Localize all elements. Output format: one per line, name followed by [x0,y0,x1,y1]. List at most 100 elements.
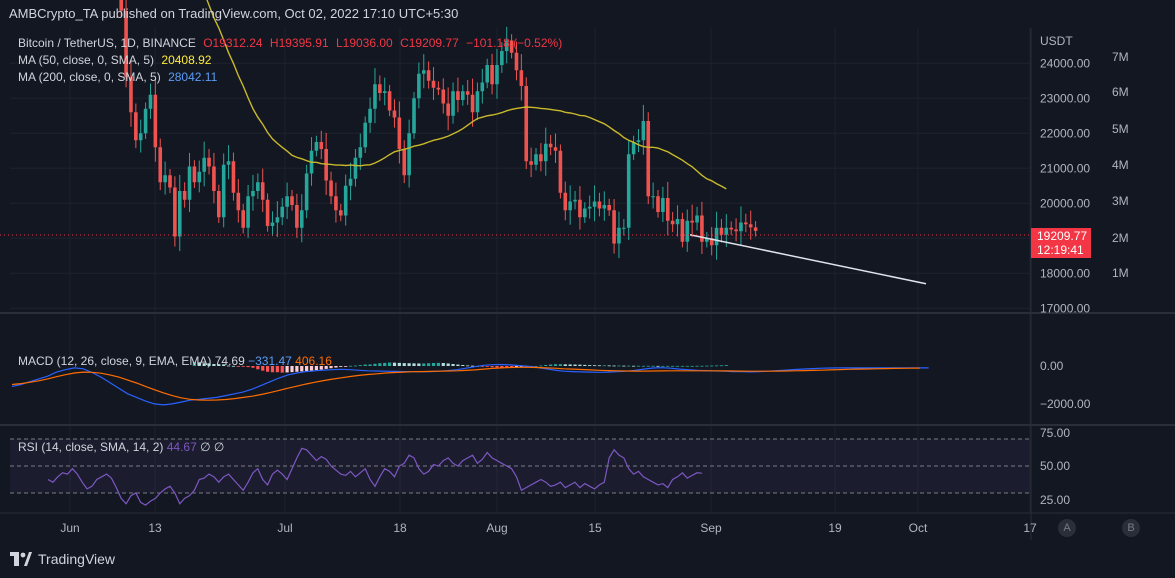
candle [348,162,353,201]
candle [568,185,572,225]
candle [636,129,641,153]
candle-body [290,196,294,205]
macd-hist-bar [705,365,709,367]
macd-hist-bar [295,366,299,372]
candle [583,202,587,223]
x-tick-5: 15 [588,521,602,535]
candle-body [392,110,397,118]
candle-body [270,222,275,226]
candle-body [158,147,163,183]
candle [705,231,709,248]
candle-body [651,196,655,198]
macd-legend[interactable]: MACD (12, 26, close, 9, EMA, EMA) 74.69 … [18,354,332,368]
candle [246,185,250,238]
candle-body [578,199,582,218]
ma50-legend[interactable]: MA (50, close, 0, SMA, 5) 20408.92 [18,53,215,67]
candle [382,77,387,106]
candle-body [509,40,514,53]
candle-body [529,161,533,165]
macd-hist-bar [383,362,387,366]
macd-hist-bar [241,366,245,367]
candle-body [446,103,450,116]
candle-body [543,143,548,162]
candle-body [573,199,577,202]
ma200-legend[interactable]: MA (200, close, 0, SMA, 5) 28042.11 [18,70,221,84]
macd-hist-bar [558,364,562,366]
macd-hist-bar [700,365,704,367]
macd-hist-bar [685,365,689,367]
macd-line-value: −331.47 [248,354,292,368]
rsi-label: RSI (14, close, SMA, 14, 2) [18,440,164,454]
macd-hist-bar [334,366,338,368]
candle-body [705,238,709,242]
candle-body [456,91,460,100]
auto-scale-button[interactable]: A [1058,519,1076,537]
candle-body [280,206,285,218]
price-tick-1: 18000.00 [1040,266,1090,280]
macd-hist-bar [348,365,353,367]
candle [334,182,338,223]
macd-hist-bar [480,366,484,367]
candle-body [504,40,509,51]
candle [461,84,465,106]
macd-hist-bar [485,366,489,367]
candle [519,54,524,101]
current-price: 19209.77 [1037,229,1088,243]
candle [226,145,231,180]
candle [417,62,421,109]
candle [446,87,450,131]
macd-hist-bar [588,365,592,366]
candle [197,160,202,193]
candle-body [558,150,563,193]
candle-body [519,70,524,86]
candle-body [534,154,538,165]
macd-hist-bar [256,366,260,370]
candle-body [680,219,685,242]
candle [753,221,758,237]
candle-body [426,70,431,81]
candle [319,130,324,160]
candle-body [461,91,465,100]
macd-label: MACD (12, 26, close, 9, EMA, EMA) [18,354,212,368]
candle-body [231,161,236,193]
macd-hist-bar [212,364,216,366]
macd-hist-bar [695,365,699,367]
scale-b-button[interactable]: B [1122,519,1140,537]
bar-countdown: 12:19:41 [1037,243,1084,257]
candle-body [339,210,343,216]
macd-hist-bar [363,364,367,366]
macd-hist-bar [597,365,602,367]
macd-hist-bar [534,366,538,367]
candle-body [319,142,324,149]
macd-hist-bar [724,365,728,366]
candle-body [451,91,455,116]
candle-body [670,220,675,225]
macd-hist-bar [207,363,211,366]
macd-hist-bar [539,365,543,367]
candle-body [709,238,714,246]
candle-body [329,180,333,197]
candle [504,26,509,64]
candle [124,0,128,88]
candle [378,75,382,101]
candle [685,209,690,252]
candle [661,186,665,223]
candle [182,182,187,208]
volume-tick-5: 6M [1112,85,1129,99]
candle [651,182,655,209]
rsi-legend[interactable]: RSI (14, close, SMA, 14, 2) 44.67 ∅ ∅ [18,440,224,454]
candle-body [421,70,426,74]
macd-hist-bar [217,364,221,366]
macd-hist-bar [500,366,504,368]
candle [412,91,416,139]
macd-hist-bar [397,362,401,366]
candle-body [646,121,651,197]
candle-body [719,227,724,235]
candle [256,173,260,199]
candle [729,221,733,236]
symbol-name[interactable]: Bitcoin / TetherUS, 1D, BINANCE [18,36,196,50]
macd-hist-bar [261,366,265,371]
candle [714,211,719,260]
candle [475,82,480,121]
macd-hist-bar [339,366,343,367]
